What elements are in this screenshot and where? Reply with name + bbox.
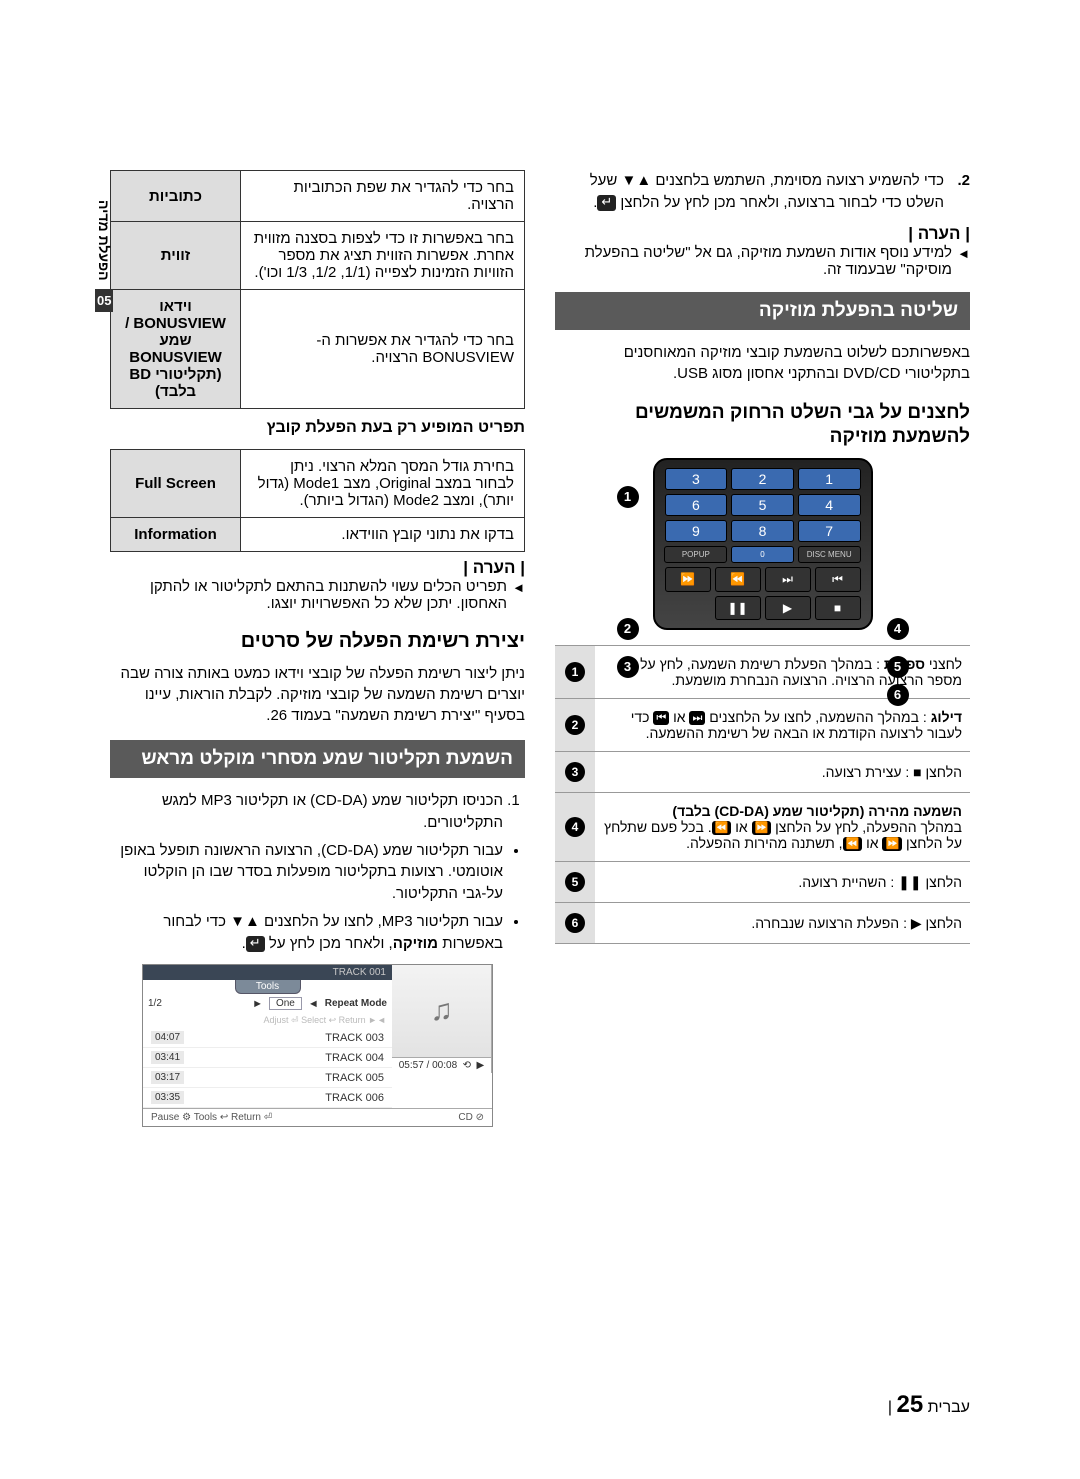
chapter-label: הפעלת מדיה xyxy=(96,200,112,281)
note2-label: | הערה | xyxy=(555,224,970,244)
table2-row2-body: בדקו את נתוני קובץ הווידאו. xyxy=(241,518,525,552)
remote-buttons-heading-a: לחצנים על גבי השלט הרחוק המשמשים xyxy=(555,402,970,424)
table1-row2-body: בחר באפשרות זו כדי לצפות בסצנה מזווית אח… xyxy=(241,222,525,290)
callout-4: 4 xyxy=(887,618,909,640)
track-row: TRACK 00603:35 xyxy=(143,1088,392,1108)
track-row: TRACK 00403:41 xyxy=(143,1048,392,1068)
note1-label: | הערה | xyxy=(110,558,525,578)
table2-row2-head: Information xyxy=(111,518,241,552)
page-footer: עברית 25 | xyxy=(888,1391,970,1419)
player-controls: ▶⟲00:08 / 05:57 xyxy=(392,1057,491,1073)
remote-buttons-heading-b: להשמעת מוזיקה xyxy=(555,426,970,448)
step-2-num: 2. xyxy=(957,170,970,192)
caption-1: תפריט המופיע רק בעת הפעלת קובץ xyxy=(110,419,525,437)
bullet-2: עבור תקליטור MP3, לחצו על הלחצנים ▲▼ כדי… xyxy=(110,911,503,955)
options-table-2: בחירת גודל המסך המלא הרצוי. ניתן לבחור ב… xyxy=(110,449,525,552)
enter-icon xyxy=(246,936,265,952)
music-control-body: באפשרותכם לשלוט בהשמעת קובצי מוזיקה המאו… xyxy=(555,342,970,384)
table1-row2-head: זווית xyxy=(111,222,241,290)
callout-2: 2 xyxy=(617,618,639,640)
legend-2-text: דילוג : במהלך ההשמעה, לחצו על הלחצנים ⏭ … xyxy=(595,698,970,751)
legend-6-text: הלחצן ▶ : הפעלת הרצועה שנבחרה. xyxy=(595,903,970,944)
enter-icon xyxy=(597,195,616,211)
table1-row1-head: כתוביות xyxy=(111,171,241,222)
section1-body: ניתן ליצור רשימת הפעלה של קובצי וידאו כמ… xyxy=(110,663,525,726)
note2-text: למידע נוסף אודות השמעת מוזיקה, גם אל "של… xyxy=(555,244,970,278)
left-column: 2. כדי להשמיע רצועה מסוימת, השתמש בלחצני… xyxy=(555,170,970,1127)
table2-row1-head: Full Screen xyxy=(111,450,241,518)
legend-4-text: השמעה מהירה (תקליטור שמע (CD-DA) בלבד) ב… xyxy=(595,792,970,862)
section1-title: יצירת רשימת הפעלה של סרטים xyxy=(110,630,525,653)
callout-6: 6 xyxy=(887,684,909,706)
right-column: בחר כדי להגדיר את שפת הכתוביות הרצויה. כ… xyxy=(110,170,525,1127)
note1-text: תפריט הכלים עשוי להשתנות בהתאם לתקליטור … xyxy=(110,578,525,612)
bullet-list: עבור תקליטור שמע (CD-DA), הרצועה הראשונה… xyxy=(110,840,525,955)
legend-1-text: לחצני ספרות : במהלך הפעלת רשימת השמעה, ל… xyxy=(595,645,970,698)
table1-row1-body: בחר כדי להגדיר את שפת הכתוביות הרצויה. xyxy=(241,171,525,222)
player-hints: ◄► Adjust ⏎ Select ↩ Return xyxy=(143,1013,392,1028)
callout-3: 3 xyxy=(617,656,639,678)
bar-title-1: השמעת תקליטור שמע מסחרי מוקלט מראש xyxy=(110,740,525,778)
legend-3-text: הלחצן ■ : עצירת רצועה. xyxy=(595,751,970,792)
track-row: TRACK 00304:07 xyxy=(143,1028,392,1048)
bar-title-2: שליטה בהפעלת מוזיקה xyxy=(555,292,970,330)
table1-row3-head: וידאו BONUSVIEW / שמע BONUSVIEW (תקליטור… xyxy=(111,290,241,409)
table1-row3-body: בחר כדי להגדיר את אפשרות ה-BONUSVIEW הרצ… xyxy=(241,290,525,409)
foot-hints: ⏎ Pause ⚙ Tools ↩ Return xyxy=(151,1112,272,1123)
legend-5-text: הלחצן ❚❚ : השהיית רצועה. xyxy=(595,862,970,903)
tools-tab: Tools xyxy=(235,980,301,994)
options-table-1: בחר כדי להגדיר את שפת הכתוביות הרצויה. כ… xyxy=(110,170,525,409)
table2-row1-body: בחירת גודל המסך המלא הרצוי. ניתן לבחור ב… xyxy=(241,450,525,518)
music-player-mock: ♫ ▶⟲00:08 / 05:57 TRACK 001 Tools Repeat… xyxy=(142,964,493,1127)
note-1: | הערה | תפריט הכלים עשוי להשתנות בהתאם … xyxy=(110,558,525,612)
track-active: TRACK 001 xyxy=(333,967,386,978)
album-art-icon: ♫ xyxy=(392,965,491,1057)
numbered-list: הכניסו תקליטור שמע (CD-DA) או תקליטור MP… xyxy=(110,790,525,834)
track-row: TRACK 00503:17 xyxy=(143,1068,392,1088)
remote-diagram: 123 456 789 DISC MENU0POPUP ⏮⏭⏪⏩ ■▶❚❚. 1… xyxy=(653,458,873,630)
disc-label: ⊘ CD xyxy=(458,1112,484,1123)
callout-5: 5 xyxy=(887,656,909,678)
bullet-1: עבור תקליטור שמע (CD-DA), הרצועה הראשונה… xyxy=(110,840,503,905)
chapter-number: 05 xyxy=(95,289,113,312)
list-item-1: הכניסו תקליטור שמע (CD-DA) או תקליטור MP… xyxy=(110,790,503,834)
callout-1: 1 xyxy=(617,486,639,508)
side-tab: 05 הפעלת מדיה xyxy=(95,200,113,312)
